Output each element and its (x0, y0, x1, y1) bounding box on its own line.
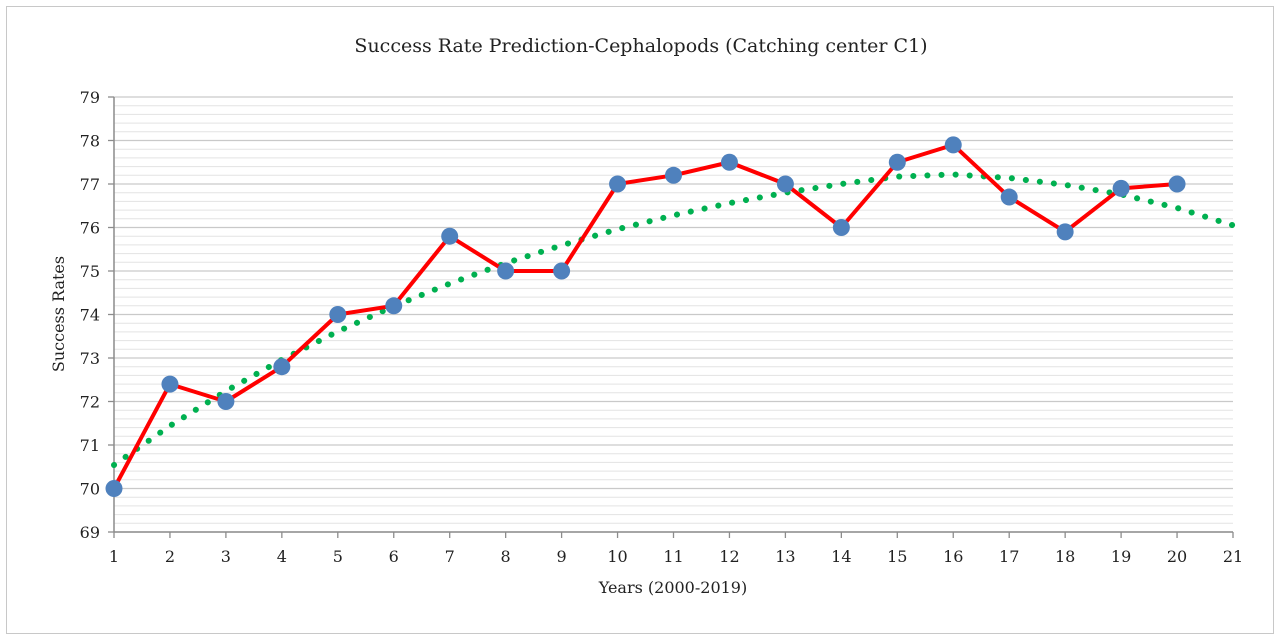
x-tick-label: 15 (887, 547, 907, 566)
x-tick-label: 4 (277, 547, 287, 566)
data-point-marker (497, 262, 515, 280)
chart-title: Success Rate Prediction-Cephalopods (Cat… (354, 35, 927, 57)
data-point-marker (609, 175, 627, 193)
data-point-marker (329, 306, 347, 323)
data-point-marker (105, 480, 123, 497)
x-tick-label: 20 (1167, 547, 1187, 566)
y-tick-label: 71 (80, 436, 100, 455)
x-tick-label: 12 (719, 547, 739, 566)
data-point-marker (441, 227, 459, 245)
x-axis-label: Years (2000-2019) (598, 578, 747, 597)
x-tick-label: 16 (943, 547, 963, 566)
data-point-marker (273, 358, 291, 376)
data-point-marker (1000, 188, 1018, 206)
y-tick-label: 73 (80, 349, 100, 368)
data-series (105, 136, 1236, 497)
data-point-marker (1056, 223, 1074, 241)
data-point-marker (720, 153, 738, 171)
data-point-marker (832, 219, 850, 236)
data-point-marker (1112, 179, 1130, 197)
x-tick-label: 13 (775, 547, 795, 566)
data-point-marker (1168, 175, 1186, 193)
axes (108, 96, 1234, 538)
y-tick-label: 74 (80, 306, 100, 325)
trendline-series (111, 171, 1236, 469)
data-point-marker (776, 175, 794, 193)
x-tick-label: 2 (165, 547, 175, 566)
data-point-marker (161, 375, 179, 393)
x-tick-label: 1 (109, 547, 119, 566)
chart-frame (6, 6, 1274, 634)
x-tick-label: 17 (999, 547, 1019, 566)
y-tick-label: 75 (80, 262, 100, 281)
major-gridlines (114, 96, 1233, 533)
x-tick-label: 11 (663, 547, 683, 566)
x-tick-label: 9 (557, 547, 567, 566)
x-tick-label: 21 (1223, 547, 1243, 566)
x-tick-label: 3 (221, 547, 231, 566)
data-point-marker (217, 393, 235, 410)
data-point-marker (665, 166, 682, 184)
y-tick-label: 79 (80, 88, 100, 107)
y-tick-label: 77 (80, 175, 100, 194)
x-tick-label: 10 (607, 547, 627, 566)
x-tick-label: 5 (333, 547, 343, 566)
data-point-marker (385, 297, 403, 315)
y-tick-label: 69 (80, 523, 100, 542)
x-tick-labels: 1 2 3 4 5 6 7 8 9 10 11 12 13 14 15 16 17 18 19 20 21 (109, 547, 1243, 566)
x-tick-label: 7 (445, 547, 455, 566)
data-point-marker (944, 136, 962, 154)
y-tick-label: 72 (80, 393, 100, 412)
y-tick-label: 76 (80, 219, 100, 238)
y-tick-labels: 69 70 71 72 73 74 75 76 77 78 79 (80, 88, 100, 542)
x-tick-label: 18 (1055, 547, 1075, 566)
y-axis-label: Success Rates (49, 256, 68, 372)
x-tick-label: 19 (1111, 547, 1131, 566)
y-tick-label: 78 (80, 132, 100, 151)
x-tick-label: 8 (501, 547, 511, 566)
success-rate-line (112, 142, 1180, 491)
data-point-marker (888, 153, 906, 171)
x-tick-label: 14 (831, 547, 851, 566)
y-tick-label: 70 (80, 480, 100, 499)
data-point-marker (553, 262, 571, 280)
x-tick-label: 6 (389, 547, 399, 566)
